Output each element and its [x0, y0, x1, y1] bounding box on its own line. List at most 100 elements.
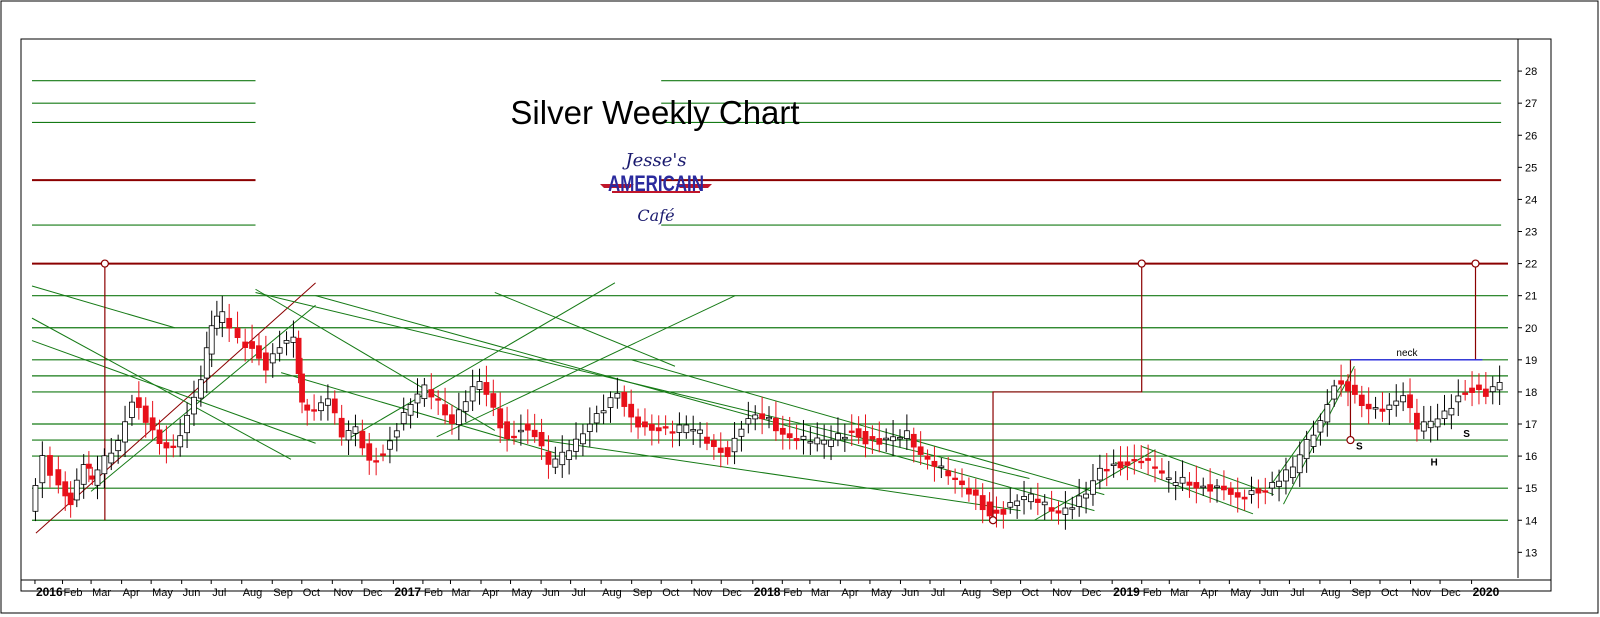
candle-up	[203, 347, 210, 379]
pivot-marker	[100, 259, 109, 268]
candle-down	[869, 436, 876, 440]
trend-line	[1283, 366, 1355, 505]
candle-up	[283, 340, 290, 344]
candle-up	[600, 410, 607, 414]
candle-down	[295, 337, 302, 374]
candle-up	[469, 386, 476, 402]
candle-up	[208, 325, 215, 355]
candle-up	[552, 458, 559, 468]
y-axis: 13 14 15 16 17 18 19 20 21 22 23 24 25 26 27 28	[1517, 39, 1537, 578]
candle-down	[442, 404, 448, 416]
logo-wing-left	[600, 184, 634, 188]
candle-up	[1303, 439, 1310, 460]
candle-down	[490, 393, 497, 408]
logo-line2: AMERICAIN	[608, 171, 704, 196]
x-tick-label: Aug	[602, 587, 622, 599]
x-tick-label: Dec	[1082, 587, 1102, 599]
candle-down	[67, 492, 74, 506]
candle-up	[1420, 421, 1427, 432]
candle-down	[710, 440, 717, 448]
candle-down	[545, 451, 552, 465]
candle-down	[85, 463, 92, 469]
candle-up	[1214, 485, 1220, 488]
candle-up	[1393, 400, 1400, 406]
candle-down	[1145, 458, 1152, 461]
candle-up	[1090, 480, 1096, 495]
x-tick-label: Aug	[243, 587, 263, 599]
candle-up	[1021, 496, 1027, 501]
y-tick-label: 13	[1525, 547, 1537, 559]
x-tick-label: 2017	[394, 585, 421, 599]
logo: Jesse's AMERICAIN Café	[600, 150, 712, 225]
x-tick-label: Dec	[363, 587, 383, 599]
pivot-marker	[988, 516, 998, 525]
pivot-marker	[1346, 435, 1355, 445]
candle-up	[73, 479, 80, 501]
candle-down	[924, 455, 931, 460]
candle-up	[1200, 485, 1207, 489]
candle-up	[1427, 420, 1434, 429]
candle-up	[1110, 463, 1117, 466]
x-tick-label: Jun	[1261, 587, 1279, 599]
candle-down	[524, 423, 531, 431]
pattern-annotations: S H S	[1356, 429, 1470, 469]
candle-up	[1269, 482, 1276, 489]
candle-up	[1076, 495, 1083, 507]
x-tick-label: Jul	[572, 587, 586, 599]
candle-up	[814, 437, 821, 445]
trend-line	[31, 285, 175, 329]
x-tick-label: Oct	[1022, 587, 1039, 599]
candle-down	[89, 475, 96, 480]
candle-down	[848, 430, 855, 433]
candle-up	[184, 414, 190, 434]
candle-up	[897, 437, 903, 440]
candle-down	[662, 426, 669, 429]
candle-up	[828, 439, 834, 447]
y-tick-label: 26	[1525, 130, 1537, 142]
candle-down	[1103, 468, 1110, 472]
candle-up	[407, 404, 414, 416]
candle-up	[177, 435, 184, 448]
candle-up	[697, 429, 703, 434]
trend-line	[494, 291, 676, 367]
candle-up	[559, 451, 566, 466]
candle-down	[972, 489, 979, 496]
candle-up	[80, 464, 87, 485]
candle-down	[655, 427, 662, 432]
candle-up	[400, 412, 407, 425]
pattern-label: H	[1431, 458, 1438, 469]
candle-up	[1028, 493, 1034, 503]
candle-down	[262, 352, 269, 371]
candle-up	[766, 416, 772, 420]
candle-up	[1062, 507, 1069, 515]
x-tick-label: Nov	[1412, 587, 1432, 599]
candle-up	[835, 433, 841, 441]
candle-up	[903, 430, 910, 439]
candle-up	[1489, 386, 1496, 393]
x-tick-label: Oct	[662, 587, 679, 599]
candle-down	[62, 481, 69, 497]
candle-up	[1283, 469, 1289, 482]
candle-up	[1165, 477, 1172, 480]
candle-up	[1007, 502, 1014, 508]
y-tick-label: 25	[1525, 162, 1537, 174]
y-tick-label: 17	[1525, 419, 1537, 431]
candle-up	[676, 424, 683, 433]
candle-down	[648, 423, 655, 431]
candle-down	[1221, 485, 1227, 491]
candle-up	[462, 401, 469, 412]
x-tick-label: Jul	[931, 587, 945, 599]
candle-down	[366, 443, 373, 461]
candle-down	[1000, 509, 1007, 515]
candle-up	[94, 469, 101, 486]
candle-down	[55, 469, 62, 486]
candle-down	[621, 391, 628, 407]
candle-up	[573, 438, 579, 452]
candle-down	[226, 317, 233, 329]
trend-line	[540, 439, 1021, 512]
candle-down	[724, 447, 731, 458]
pattern-label: S	[1356, 442, 1363, 453]
candle-up	[191, 396, 197, 415]
candle-up	[1096, 467, 1103, 481]
